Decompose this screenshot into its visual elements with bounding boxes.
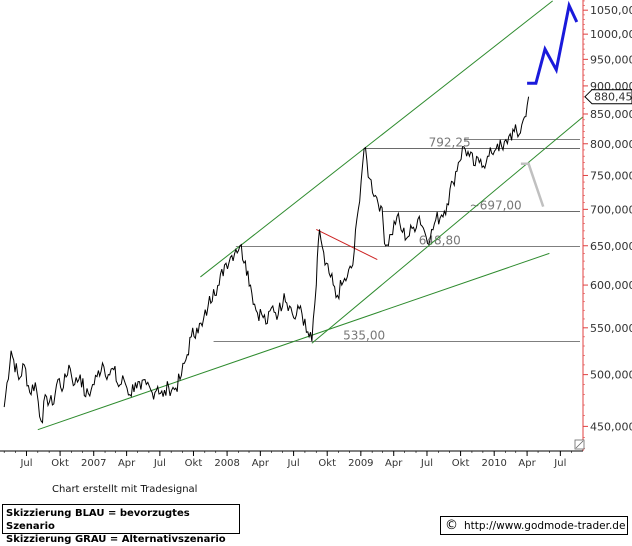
y-tick-label-5: 700,000	[590, 203, 632, 216]
axes: 450,000 500,000 550,000 600,000 650,000 700,0…	[0, 0, 632, 469]
x-tick-label-6: 2008	[214, 458, 239, 469]
resize-diagonal	[575, 440, 584, 449]
scenario-sketches	[520, 0, 579, 208]
source-url[interactable]: http://www.godmode-trader.de	[464, 519, 626, 532]
x-tick-label-9: Okt	[318, 458, 336, 469]
y-tick-label-12: 1050,000	[590, 4, 632, 17]
x-tick-label-11: Apr	[385, 458, 403, 469]
y-tick-label-0: 450,000	[590, 420, 632, 433]
trend-line-3	[316, 228, 378, 260]
x-tick-label-4: Jul	[153, 458, 166, 469]
y-tick-label-6: 750,000	[590, 169, 632, 182]
y-tick-label-2: 550,000	[590, 322, 632, 335]
y-tick-label-4: 650,000	[590, 240, 632, 253]
support-levels: 792,25 ~697,00 648,80 535,00	[213, 136, 580, 342]
x-tick-label-8: Jul	[287, 458, 300, 469]
x-tick-label-5: Okt	[185, 458, 203, 469]
trend-line-1	[311, 116, 584, 344]
y-tick-label-3: 600,000	[590, 279, 632, 292]
last-value-tag: 880,45	[584, 89, 632, 105]
resize-handle-icon	[574, 439, 585, 450]
level-label-0: 792,25	[429, 136, 471, 150]
x-tick-label-15: Apr	[518, 458, 536, 469]
legend-grey-label: Skizzierung GRAU = Alternativszenario	[6, 534, 226, 545]
x-tick-label-0: Jul	[19, 458, 32, 469]
legend-blue-label: Skizzierung BLAU = bevorzugtes Szenario	[6, 508, 190, 532]
y-tick-label-8: 850,000	[590, 108, 632, 121]
scenario-blue-line	[527, 0, 579, 85]
price-chart: 792,25 ~697,00 648,80 535,00 450,000 500,000…	[0, 0, 632, 469]
last-value-text: 880,45	[594, 91, 632, 104]
x-tick-label-16: Jul	[553, 458, 566, 469]
y-tick-label-11: 1000,000	[590, 28, 632, 41]
x-tick-label-14: 2010	[481, 458, 506, 469]
scenario-legend: Skizzierung BLAU = bevorzugtes Szenario …	[2, 504, 240, 545]
x-tick-label-3: Apr	[118, 458, 136, 469]
price-series	[3, 96, 530, 424]
x-tick-label-7: Apr	[252, 458, 270, 469]
y-tick-label-10: 950,000	[590, 53, 632, 66]
trend-line-0	[37, 252, 550, 431]
x-tick-label-13: Okt	[452, 458, 470, 469]
copyright-icon: ©	[445, 518, 458, 533]
level-label-3: 535,00	[343, 328, 385, 342]
x-tick-label-10: 2009	[348, 458, 373, 469]
trend-lines	[37, 0, 584, 431]
trend-line-2	[200, 0, 553, 278]
level-label-2: 648,80	[419, 234, 461, 248]
source-link[interactable]: © http://www.godmode-trader.de	[440, 516, 628, 535]
y-tick-label-1: 500,000	[590, 369, 632, 382]
y-tick-label-7: 800,000	[590, 138, 632, 151]
x-tick-label-1: Okt	[51, 458, 69, 469]
level-label-1: ~697,00	[470, 198, 522, 212]
x-tick-label-2: 2007	[81, 458, 106, 469]
scenario-grey-line	[520, 162, 545, 208]
chart-credit: Chart erstellt mit Tradesignal	[52, 484, 198, 495]
last-value-box	[584, 89, 632, 105]
x-tick-label-12: Jul	[420, 458, 433, 469]
price-line	[3, 96, 530, 424]
